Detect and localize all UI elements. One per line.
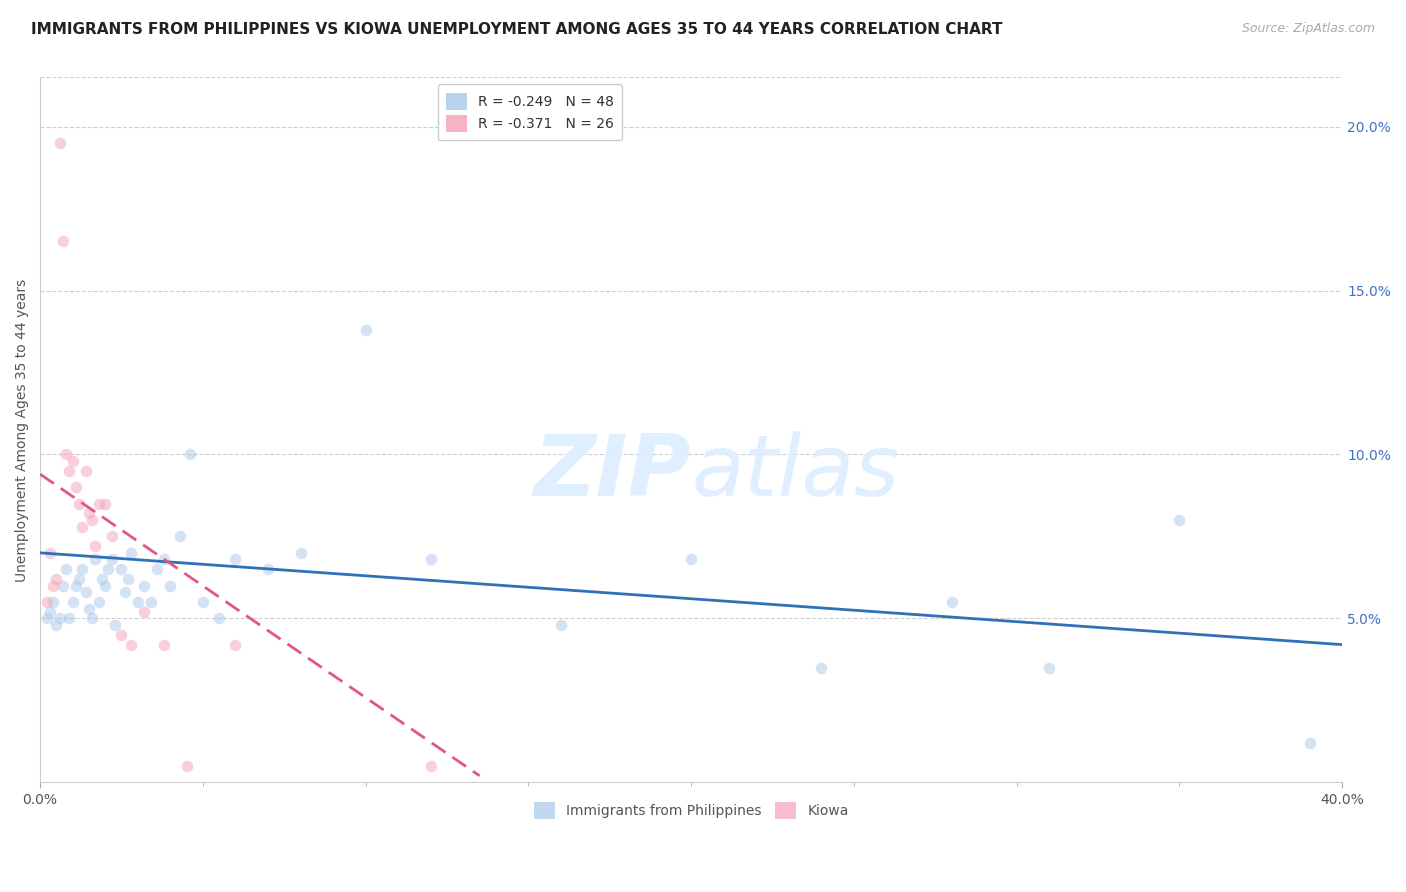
Point	[84, 539, 107, 553]
Y-axis label: Unemployment Among Ages 35 to 44 years: Unemployment Among Ages 35 to 44 years	[15, 278, 30, 582]
Text: atlas: atlas	[692, 431, 900, 514]
Point	[419, 552, 441, 566]
Point	[120, 546, 142, 560]
Point	[52, 235, 75, 249]
Point	[117, 572, 139, 586]
Text: ZIP: ZIP	[533, 431, 692, 514]
Point	[354, 323, 377, 337]
Text: Source: ZipAtlas.com: Source: ZipAtlas.com	[1241, 22, 1375, 36]
Point	[1168, 513, 1191, 527]
Point	[290, 546, 312, 560]
Point	[58, 464, 80, 478]
Point	[224, 552, 246, 566]
Point	[65, 579, 87, 593]
Point	[146, 562, 169, 576]
Point	[179, 448, 201, 462]
Point	[176, 759, 198, 773]
Point	[87, 497, 110, 511]
Point	[139, 595, 162, 609]
Point	[159, 579, 181, 593]
Point	[153, 552, 176, 566]
Point	[169, 529, 191, 543]
Point	[84, 552, 107, 566]
Point	[94, 579, 117, 593]
Point	[1299, 736, 1322, 750]
Point	[810, 660, 832, 674]
Point	[35, 595, 58, 609]
Point	[82, 513, 104, 527]
Point	[75, 464, 97, 478]
Point	[941, 595, 963, 609]
Point	[75, 585, 97, 599]
Point	[134, 579, 156, 593]
Point	[38, 605, 60, 619]
Point	[48, 136, 70, 150]
Point	[153, 638, 176, 652]
Point	[67, 497, 90, 511]
Point	[104, 618, 127, 632]
Point	[62, 454, 84, 468]
Point	[67, 572, 90, 586]
Point	[65, 480, 87, 494]
Point	[62, 595, 84, 609]
Point	[191, 595, 214, 609]
Legend: Immigrants from Philippines, Kiowa: Immigrants from Philippines, Kiowa	[529, 797, 853, 825]
Point	[45, 618, 67, 632]
Point	[55, 562, 77, 576]
Point	[110, 562, 132, 576]
Point	[58, 611, 80, 625]
Point	[52, 579, 75, 593]
Point	[38, 546, 60, 560]
Point	[72, 562, 94, 576]
Point	[87, 595, 110, 609]
Point	[72, 519, 94, 533]
Point	[550, 618, 572, 632]
Point	[419, 759, 441, 773]
Point	[681, 552, 703, 566]
Point	[77, 601, 100, 615]
Point	[100, 529, 122, 543]
Point	[55, 448, 77, 462]
Point	[42, 579, 65, 593]
Point	[91, 572, 114, 586]
Point	[1038, 660, 1060, 674]
Point	[97, 562, 120, 576]
Point	[224, 638, 246, 652]
Point	[114, 585, 136, 599]
Point	[77, 507, 100, 521]
Point	[82, 611, 104, 625]
Point	[110, 628, 132, 642]
Point	[35, 611, 58, 625]
Point	[208, 611, 231, 625]
Point	[42, 595, 65, 609]
Text: IMMIGRANTS FROM PHILIPPINES VS KIOWA UNEMPLOYMENT AMONG AGES 35 TO 44 YEARS CORR: IMMIGRANTS FROM PHILIPPINES VS KIOWA UNE…	[31, 22, 1002, 37]
Point	[48, 611, 70, 625]
Point	[120, 638, 142, 652]
Point	[94, 497, 117, 511]
Point	[45, 572, 67, 586]
Point	[134, 605, 156, 619]
Point	[100, 552, 122, 566]
Point	[127, 595, 149, 609]
Point	[257, 562, 280, 576]
